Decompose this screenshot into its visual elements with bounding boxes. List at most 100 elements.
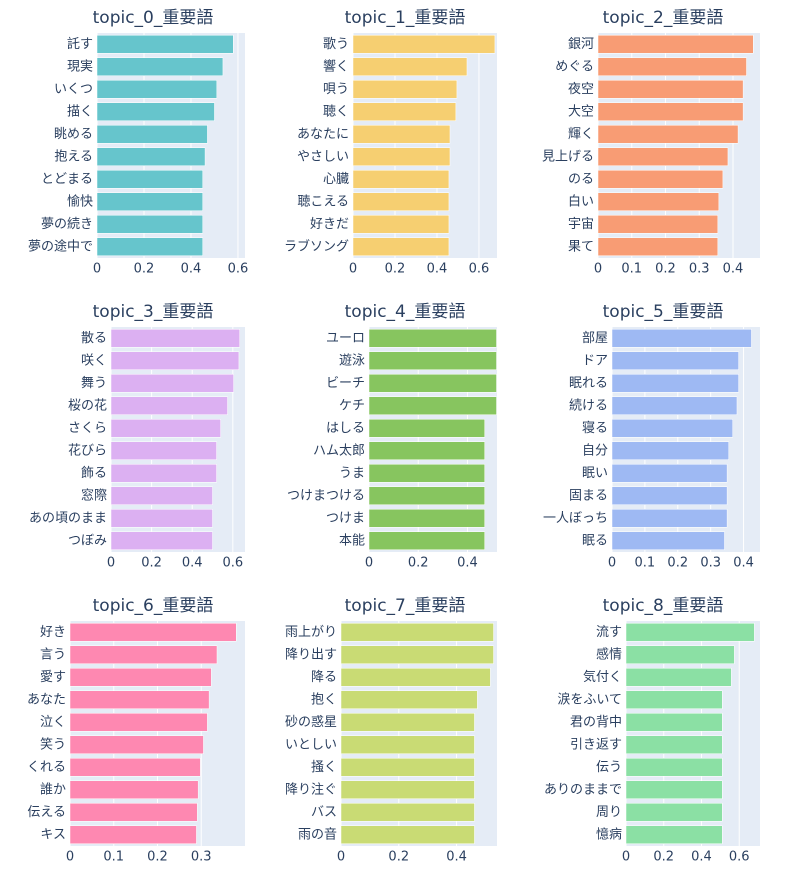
y-tick-label: 銀河 <box>568 37 594 52</box>
y-tick-label: 引き返す <box>570 737 622 752</box>
y-tick-label: 夢の途中で <box>28 238 93 254</box>
x-tick-label: 0 <box>594 262 602 277</box>
bar <box>368 396 497 415</box>
bar <box>352 192 450 211</box>
bar <box>69 758 201 777</box>
y-tick-label: 桜の花 <box>68 397 107 413</box>
y-tick-label: 見上げる <box>542 149 594 164</box>
bar <box>368 441 485 460</box>
bar <box>611 486 728 505</box>
y-tick-label: 舞う <box>81 376 107 391</box>
chart-title: topic_6_重要語 <box>93 596 214 616</box>
chart-title: topic_8_重要語 <box>603 596 724 616</box>
bar <box>611 509 728 528</box>
y-tick-label: ラブソング <box>284 238 349 254</box>
bar <box>625 623 755 642</box>
y-tick-label: やさしい <box>297 149 349 164</box>
bar <box>69 690 210 709</box>
bar <box>340 803 475 822</box>
y-tick-label: いくつ <box>54 82 93 97</box>
x-tick-label: 0.4 <box>723 262 744 277</box>
y-tick-label: 好きだ <box>310 217 349 232</box>
y-tick-label: 散る <box>81 331 107 346</box>
y-tick-label: はしる <box>326 421 365 436</box>
x-tick-label: 0.4 <box>427 262 448 277</box>
y-tick-label: うま <box>339 466 365 481</box>
y-tick-label: 眠る <box>582 533 608 548</box>
bar <box>352 147 451 166</box>
y-tick-label: 抱く <box>311 691 337 707</box>
bar <box>597 57 747 76</box>
bar <box>69 735 204 754</box>
bar <box>625 668 732 687</box>
bar <box>340 735 475 754</box>
bar <box>611 396 738 415</box>
bar <box>611 419 733 438</box>
y-tick-label: 遊泳 <box>339 353 365 368</box>
bar <box>352 215 450 234</box>
bar <box>96 35 234 54</box>
y-tick-label: ドア <box>582 353 608 368</box>
y-tick-label: 愛す <box>40 670 66 685</box>
x-tick-label: 0 <box>608 556 616 571</box>
x-tick-label: 0.2 <box>385 262 406 277</box>
y-tick-label: 眠れる <box>569 376 608 391</box>
x-tick-label: 0.4 <box>457 556 478 571</box>
bar <box>352 57 468 76</box>
bar <box>352 35 496 54</box>
bar <box>69 713 208 732</box>
y-tick-label: 夢の続き <box>41 217 93 232</box>
y-tick-label: 涙をふいて <box>557 691 622 707</box>
y-tick-label: 果て <box>568 239 594 254</box>
x-tick-label: 0 <box>66 850 74 865</box>
y-tick-label: 笑う <box>40 736 66 752</box>
y-tick-label: めぐる <box>555 59 594 74</box>
bar <box>611 464 728 483</box>
bar <box>110 374 234 393</box>
x-tick-label: 0.4 <box>733 556 754 571</box>
y-tick-label: 夜空 <box>568 82 594 97</box>
x-tick-label: 0.1 <box>103 850 124 865</box>
y-tick-label: いとしい <box>285 737 337 752</box>
bar <box>625 690 723 709</box>
x-tick-label: 0 <box>622 850 630 865</box>
y-tick-label: 描く <box>67 104 93 119</box>
y-tick-label: ありのままで <box>544 782 622 797</box>
bar <box>340 825 475 844</box>
bar <box>368 329 497 348</box>
bar <box>352 80 458 99</box>
y-tick-label: 現実 <box>67 58 93 74</box>
bar <box>352 102 457 121</box>
bar <box>340 690 478 709</box>
bar <box>368 464 485 483</box>
bar <box>96 237 203 256</box>
bar <box>352 170 450 189</box>
bar <box>352 125 451 144</box>
x-tick-label: 0.2 <box>388 850 409 865</box>
y-tick-label: のる <box>568 172 594 187</box>
y-tick-label: 眠い <box>582 466 608 481</box>
y-tick-label: あなたに <box>297 127 349 142</box>
y-tick-label: つけま <box>326 511 365 526</box>
y-tick-label: 君の背中 <box>570 715 622 730</box>
bar <box>96 102 215 121</box>
y-tick-label: ユーロ <box>326 331 365 346</box>
x-tick-label: 0.1 <box>635 556 656 571</box>
bar <box>110 509 213 528</box>
x-tick-label: 0.2 <box>655 262 676 277</box>
bar <box>69 780 199 799</box>
x-tick-label: 0.2 <box>134 262 155 277</box>
y-tick-label: 大空 <box>568 104 594 119</box>
y-tick-label: 伝える <box>27 805 66 820</box>
bar <box>96 215 203 234</box>
bar <box>368 351 497 370</box>
bar <box>597 102 744 121</box>
y-tick-label: 託す <box>67 36 93 52</box>
bar <box>69 623 237 642</box>
y-tick-label: 寝る <box>582 420 608 436</box>
y-tick-label: 自分 <box>582 443 608 458</box>
y-tick-label: あなた <box>27 692 66 707</box>
bar <box>597 237 719 256</box>
bar <box>352 237 450 256</box>
